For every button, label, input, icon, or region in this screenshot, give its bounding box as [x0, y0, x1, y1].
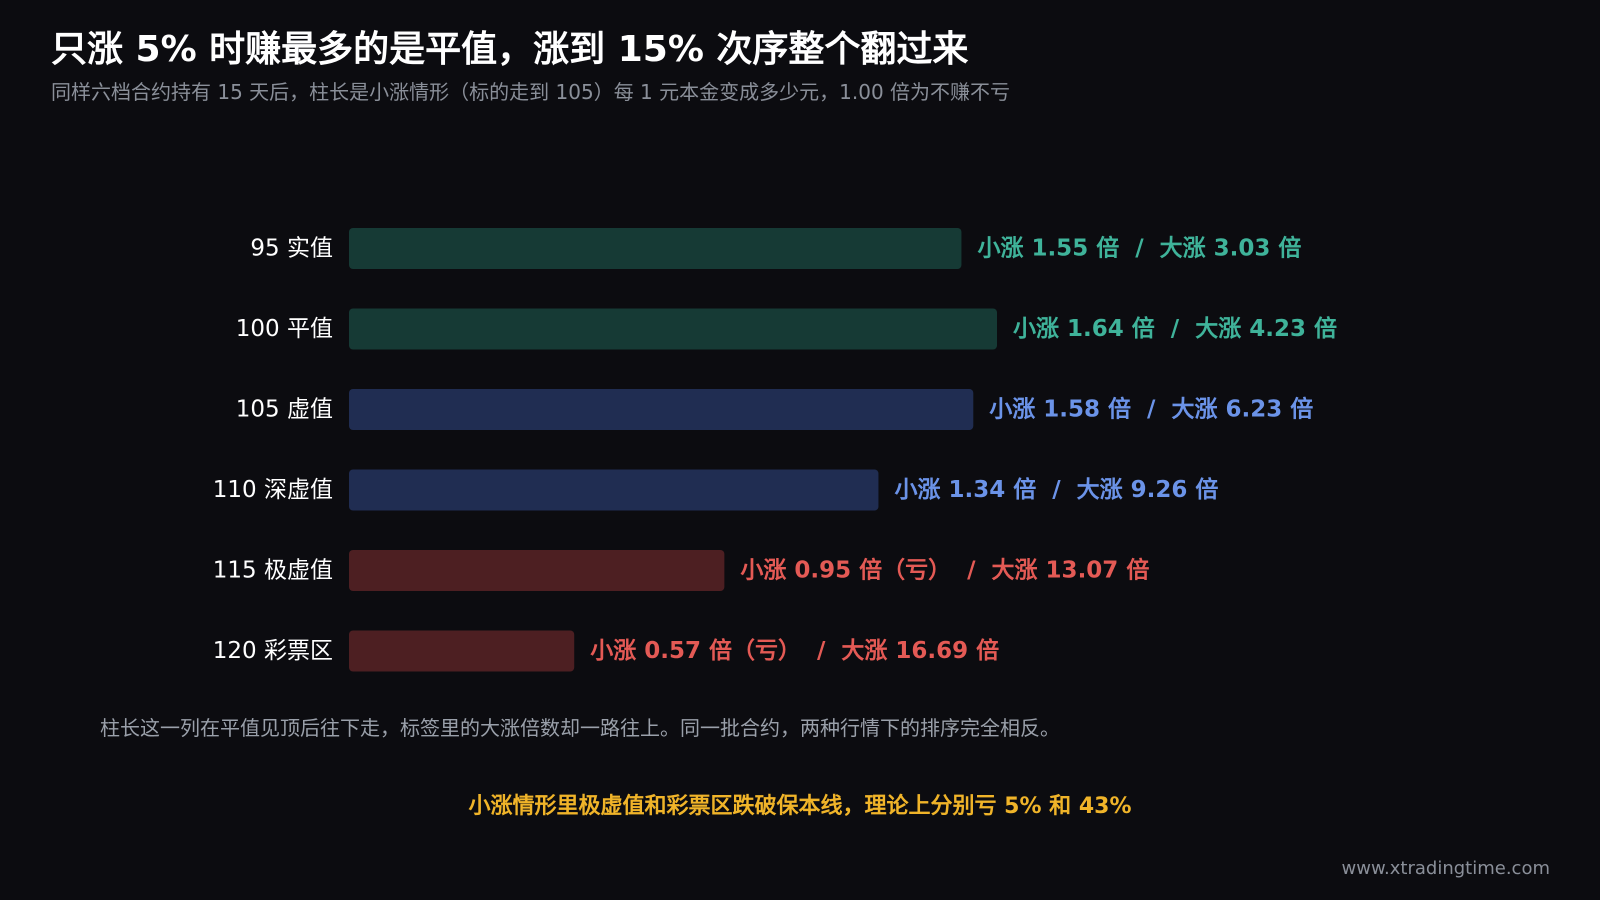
bar-chart: 95 实值 小涨 1.55 倍 / 大涨 3.03 倍 100 平值 小涨 1.64 …	[213, 228, 1337, 672]
data-label: 小涨 1.64 倍 / 大涨 4.23 倍	[1013, 315, 1337, 342]
category-label: 120 彩票区	[213, 638, 333, 664]
bar	[349, 630, 575, 672]
bar	[349, 308, 997, 350]
bar	[349, 550, 725, 591]
category-label: 95 实值	[250, 236, 333, 262]
chart-title: 只涨 5% 时赚最多的是平值，涨到 15% 次序整个翻过来	[51, 29, 969, 70]
data-label: 小涨 0.57 倍（亏） / 大涨 16.69 倍	[590, 637, 999, 664]
bar	[349, 469, 879, 511]
category-label: 110 深虚值	[213, 477, 333, 503]
chart-note: 柱长这一列在平值见顶后往下走，标签里的大涨倍数却一路往上。同一批合约，两种行情下…	[100, 716, 1060, 740]
data-label: 小涨 1.34 倍 / 大涨 9.26 倍	[894, 476, 1218, 503]
website-footer: www.xtradingtime.com	[1341, 858, 1550, 879]
data-label: 小涨 1.58 倍 / 大涨 6.23 倍	[989, 396, 1313, 423]
chart-subtitle: 同样六档合约持有 15 天后，柱长是小涨情形（标的走到 105）每 1 元本金变…	[51, 80, 1011, 104]
category-label: 100 平值	[236, 316, 333, 342]
bar	[349, 389, 974, 430]
data-label: 小涨 1.55 倍 / 大涨 3.03 倍	[977, 235, 1301, 262]
category-label: 105 虚值	[236, 397, 333, 423]
highlight-note: 小涨情形里极虚值和彩票区跌破保本线，理论上分别亏 5% 和 43%	[468, 794, 1132, 819]
data-label: 小涨 0.95 倍（亏） / 大涨 13.07 倍	[740, 557, 1149, 584]
bar	[349, 228, 962, 269]
category-label: 115 极虚值	[213, 558, 333, 584]
